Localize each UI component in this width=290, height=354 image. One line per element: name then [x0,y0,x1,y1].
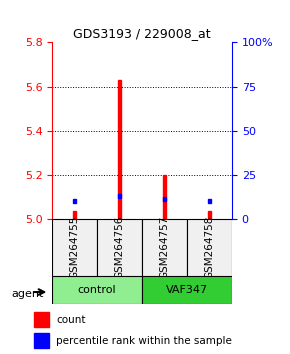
Title: GDS3193 / 229008_at: GDS3193 / 229008_at [73,27,211,40]
Bar [163,175,166,219]
Bar [142,219,187,276]
Text: GSM264758: GSM264758 [204,216,215,280]
Bar [97,219,142,276]
Text: GSM264755: GSM264755 [70,216,80,280]
Bar [52,276,142,304]
Bar [73,199,77,203]
Bar [73,211,77,219]
Bar [34,312,49,327]
Bar [118,194,122,199]
Bar [118,80,122,219]
Bar [208,211,211,219]
Text: agent: agent [12,289,44,299]
Text: percentile rank within the sample: percentile rank within the sample [56,336,232,346]
Bar [208,199,211,203]
Text: count: count [56,315,86,325]
Bar [187,219,232,276]
Bar [34,333,49,348]
Bar [142,276,232,304]
Text: control: control [78,285,117,295]
Text: VAF347: VAF347 [166,285,208,295]
Bar [52,219,97,276]
Text: GSM264757: GSM264757 [160,216,170,280]
Bar [163,197,166,201]
Text: GSM264756: GSM264756 [115,216,125,280]
